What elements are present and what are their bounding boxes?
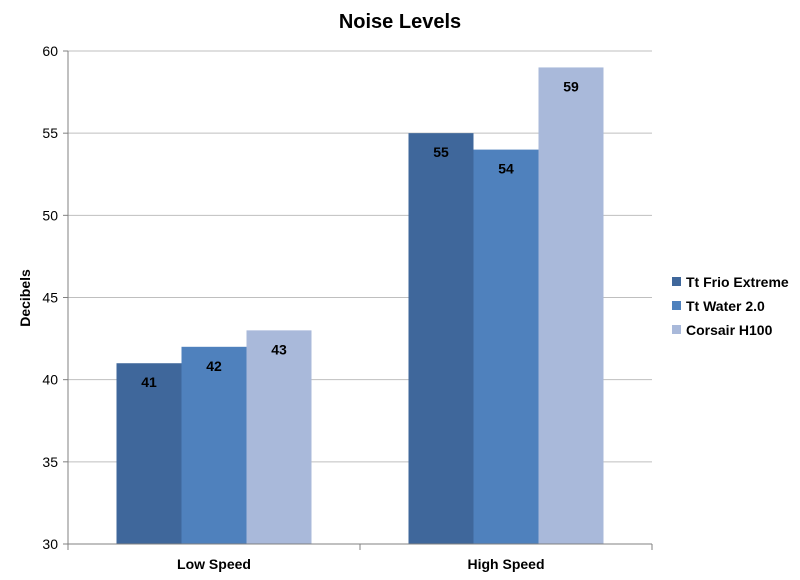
bar [538, 67, 604, 544]
legend-swatch [672, 301, 681, 310]
bar [408, 133, 474, 544]
data-label: 54 [498, 161, 514, 177]
data-label: 42 [206, 358, 222, 374]
y-tick-label: 30 [42, 536, 58, 552]
y-axis-ticks: 30 35 40 45 50 55 60 [42, 43, 68, 552]
legend-swatch [672, 277, 681, 286]
y-tick-label: 55 [42, 125, 58, 141]
y-tick-label: 45 [42, 290, 58, 306]
legend-label: Corsair H100 [686, 322, 773, 338]
y-tick-label: 40 [42, 372, 58, 388]
y-tick-label: 50 [42, 207, 58, 223]
y-axis-label: Decibels [17, 269, 33, 327]
legend-label: Tt Water 2.0 [686, 298, 765, 314]
x-axis-categories: Low Speed High Speed [177, 556, 544, 572]
data-label: 59 [563, 78, 579, 94]
legend-swatch [672, 325, 681, 334]
data-label: 55 [433, 144, 449, 160]
data-label: 43 [271, 341, 287, 357]
axes [67, 51, 653, 550]
bar [246, 330, 312, 544]
y-tick-label: 35 [42, 454, 58, 470]
bar [473, 149, 539, 544]
x-category-label: High Speed [467, 556, 544, 572]
x-category-label: Low Speed [177, 556, 251, 572]
data-label: 41 [141, 374, 157, 390]
y-tick-label: 60 [42, 43, 58, 59]
bar [181, 346, 247, 544]
legend-label: Tt Frio Extreme [686, 274, 789, 290]
bars: 41 42 43 55 54 59 [116, 67, 604, 544]
chart-title: Noise Levels [339, 11, 461, 33]
legend: Tt Frio Extreme Tt Water 2.0 Corsair H100 [672, 274, 789, 338]
bar [116, 363, 182, 544]
